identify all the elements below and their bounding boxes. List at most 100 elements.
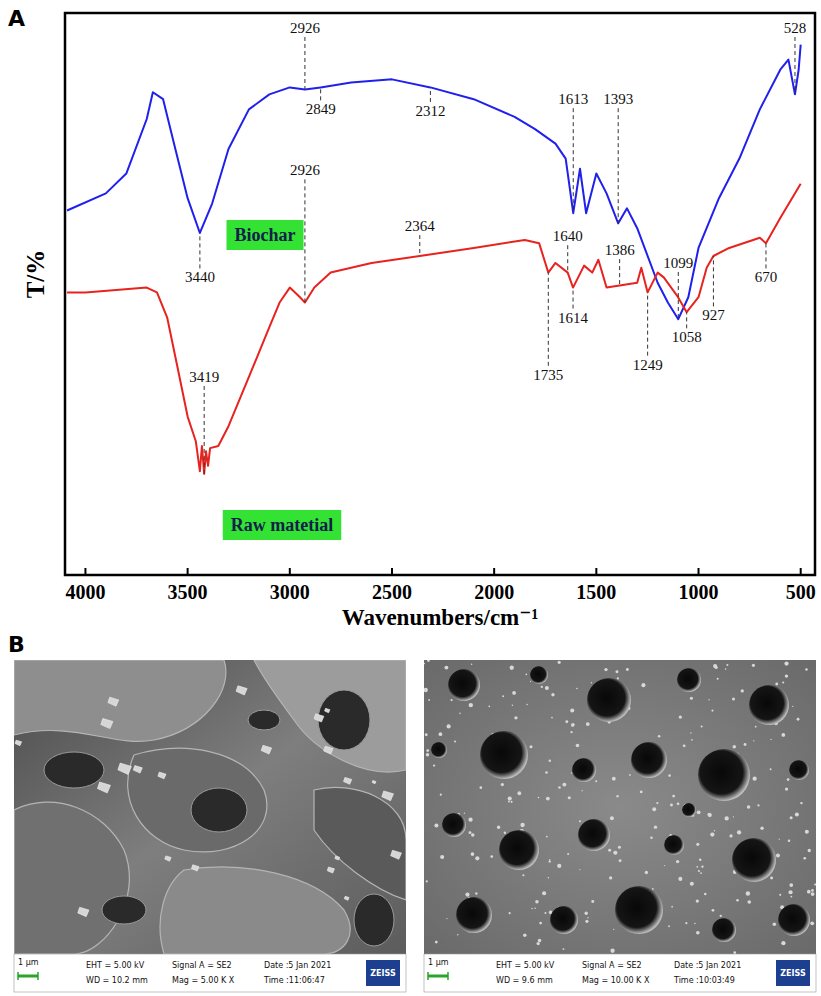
x-tick xyxy=(84,568,86,575)
plot-frame xyxy=(65,13,815,575)
sem-particle xyxy=(568,796,571,799)
sem-particle xyxy=(714,830,715,831)
sem-flake xyxy=(133,766,142,774)
sem-particle xyxy=(701,865,703,867)
sem-particle xyxy=(450,699,452,701)
sem-pore xyxy=(456,897,492,933)
sem-particle xyxy=(664,865,665,866)
sem-particle xyxy=(710,833,714,837)
y-axis-title: T/% xyxy=(22,250,49,299)
sem-particle xyxy=(808,849,811,852)
annotation-leader xyxy=(548,273,549,366)
sem-info-text: EHT = 5.00 kV xyxy=(86,961,145,970)
sem-particle xyxy=(613,851,617,855)
annotations: 2926284923121613139352834401099236416403… xyxy=(185,20,806,474)
peak-label: 670 xyxy=(755,269,778,285)
sem-particle xyxy=(610,949,614,953)
sem-particle xyxy=(546,797,550,801)
sem-particle xyxy=(551,717,553,719)
sem-particle xyxy=(797,718,800,721)
scale-bar-end xyxy=(37,972,39,980)
sem-pore xyxy=(448,669,480,701)
sem-particle xyxy=(446,918,447,919)
sem-particle xyxy=(549,760,551,762)
sem-info-text: Time :11:06:47 xyxy=(263,976,325,985)
sem-particle xyxy=(753,740,754,741)
sem-particle xyxy=(471,833,474,836)
sem-particle xyxy=(479,786,482,789)
annotation-leader xyxy=(320,87,321,100)
sem-particle xyxy=(444,666,448,670)
sem-particle xyxy=(465,893,469,897)
series-label-text: Biochar xyxy=(235,225,296,245)
sem-particle xyxy=(785,674,788,677)
sem-particle xyxy=(571,723,575,727)
sem-particle xyxy=(454,741,456,743)
sem-surface xyxy=(14,802,129,954)
x-tick xyxy=(187,568,189,575)
sem-particle xyxy=(733,745,737,749)
sem-particle xyxy=(576,688,578,690)
peak-label: 2364 xyxy=(405,218,436,234)
sem-particle xyxy=(652,888,654,890)
sem-flake xyxy=(97,782,110,793)
peak-label: 3419 xyxy=(189,369,219,385)
sem-particle xyxy=(531,908,533,910)
logo-box xyxy=(366,960,400,986)
sem-particle xyxy=(712,909,715,912)
sem-cavity xyxy=(318,690,370,750)
x-tick-label: 3500 xyxy=(168,581,208,603)
sem-particle xyxy=(775,683,778,686)
sem-particle xyxy=(471,852,475,856)
sem-particle xyxy=(668,925,670,927)
sem-particle xyxy=(629,774,631,776)
scale-bar-end xyxy=(17,972,19,980)
x-tick-label: 3000 xyxy=(270,581,310,603)
sem-particle xyxy=(788,890,792,894)
peak-label: 1099 xyxy=(663,255,693,271)
info-bar-bg xyxy=(424,954,816,992)
sem-particle xyxy=(789,883,793,887)
sem-particle xyxy=(567,853,569,855)
sem-particle xyxy=(677,803,680,806)
sem-particle xyxy=(698,870,700,872)
annotation-leader xyxy=(618,108,619,223)
sem-particle xyxy=(773,922,777,926)
sem-particle xyxy=(760,827,763,830)
sem-particle xyxy=(497,826,500,829)
sem-particle xyxy=(504,832,506,834)
sem-particle xyxy=(586,722,590,726)
sem-cavity xyxy=(102,896,146,924)
sem-particle xyxy=(782,681,784,683)
sem-particle xyxy=(613,929,614,930)
sem-particle xyxy=(747,805,750,808)
sem-flake xyxy=(382,791,394,801)
sem-info-text: Date :5 Jan 2021 xyxy=(264,961,331,970)
series-label: Biochar xyxy=(227,220,304,250)
sem-particle xyxy=(811,889,814,892)
sem-particle xyxy=(581,790,582,791)
sem-particle xyxy=(626,668,629,671)
x-tick-label: 1500 xyxy=(576,581,616,603)
sem-particle xyxy=(787,778,790,781)
peak-label: 528 xyxy=(784,20,807,36)
sem-flake xyxy=(101,719,113,729)
sem-particle xyxy=(671,906,673,908)
panel-label: A xyxy=(8,6,25,31)
sem-particle xyxy=(704,893,707,896)
info-bar-bg xyxy=(14,954,406,992)
sem-particle xyxy=(537,942,540,945)
sem-particle xyxy=(690,882,694,886)
sem-particle xyxy=(814,883,816,885)
annotation-leader xyxy=(304,179,305,302)
sem-particle xyxy=(520,823,524,827)
sem-particle xyxy=(535,900,539,904)
sem-particle xyxy=(512,691,516,695)
x-tick xyxy=(595,568,597,575)
scale-bar-end xyxy=(427,972,429,980)
sem-flake xyxy=(78,907,89,916)
sem-pore xyxy=(664,835,684,855)
sem-particle xyxy=(558,786,561,789)
sem-particle xyxy=(744,743,747,746)
peak-label: 1640 xyxy=(553,228,583,244)
